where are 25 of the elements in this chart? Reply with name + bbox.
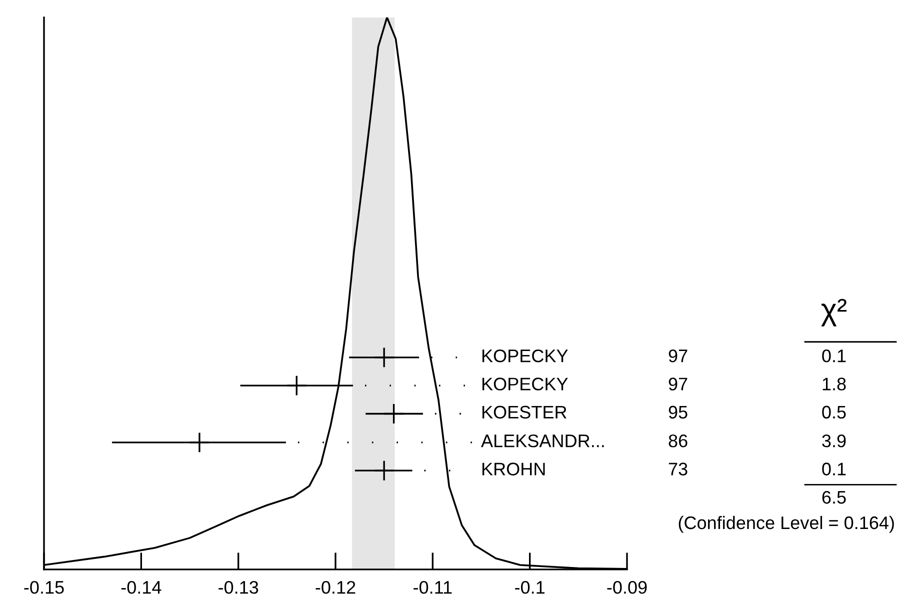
x-tick-label: -0.13 <box>218 580 258 594</box>
annotation: KOPECKY <box>482 349 568 362</box>
annotation: KOESTER <box>482 406 566 419</box>
text: 97 <box>668 378 688 390</box>
x-tick-label: -0.14 <box>121 580 162 594</box>
text: 86 <box>668 434 688 448</box>
x-tick-label: -0.11 <box>414 580 452 594</box>
text: 95 <box>668 406 688 419</box>
text: (Confidence Level = 0.164) <box>678 516 894 533</box>
text: 6.5 <box>822 490 846 504</box>
text: 0.5 <box>822 406 846 419</box>
x-tick-label: -0.09 <box>607 580 647 594</box>
text: 97 <box>668 349 688 362</box>
text: 0.1 <box>822 349 846 362</box>
text: χ² <box>821 298 847 326</box>
annotation: KOPECKY <box>482 378 568 390</box>
text: 3.9 <box>822 434 846 448</box>
x-tick-label: -0.15 <box>24 580 64 594</box>
annotation: ALEKSANDR... <box>481 434 604 448</box>
x-tick-label: -0.1 <box>515 580 545 594</box>
x-tick-label: -0.12 <box>316 580 356 594</box>
text: 1.8 <box>822 378 846 390</box>
annotation: KROHN <box>482 462 545 476</box>
text: 73 <box>668 462 688 476</box>
text: 0.1 <box>822 462 846 476</box>
